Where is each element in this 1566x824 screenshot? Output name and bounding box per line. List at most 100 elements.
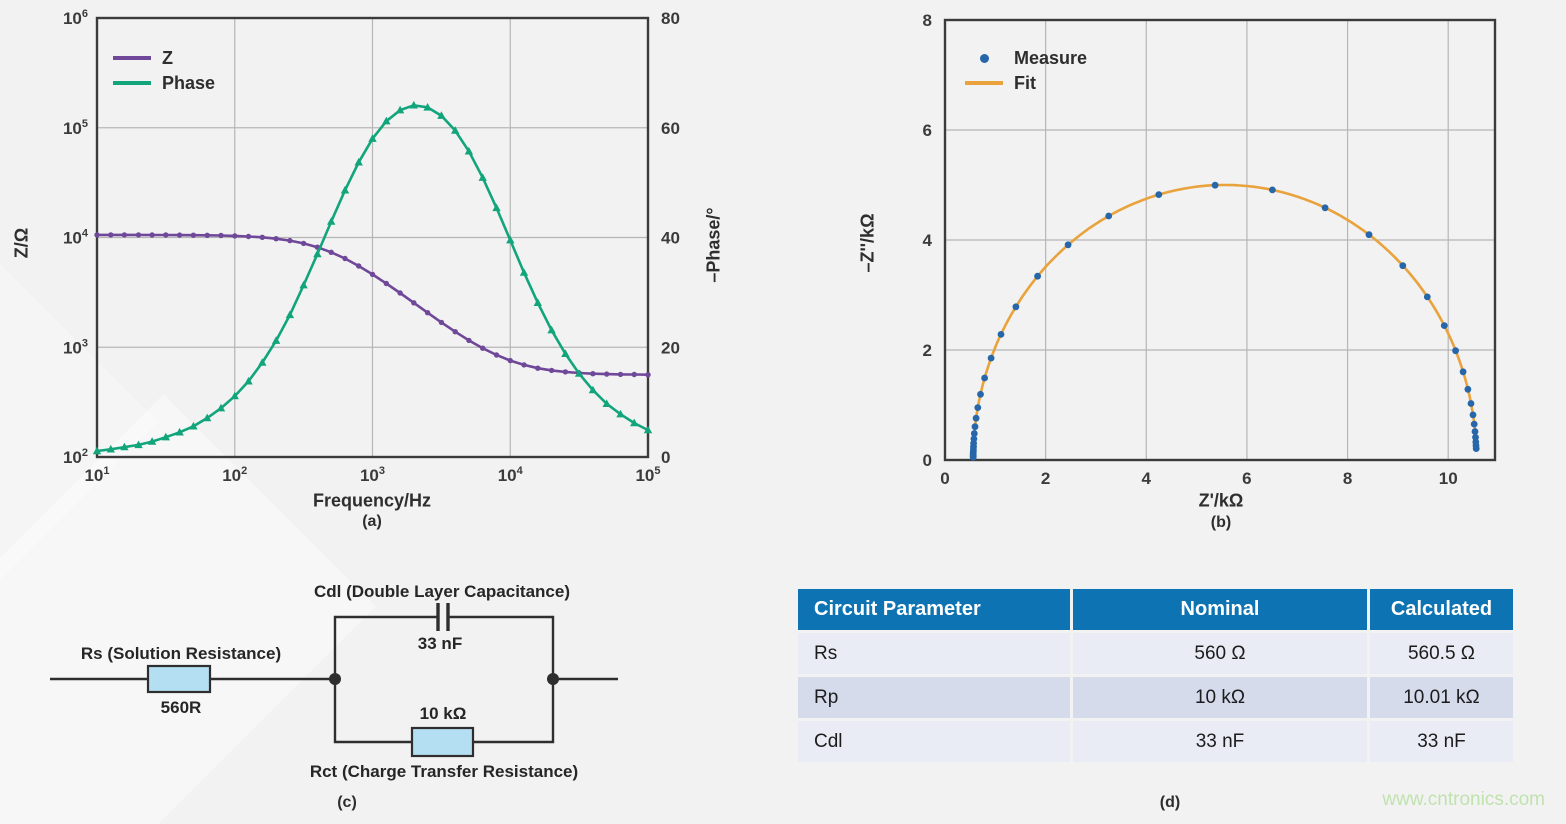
table-cell: 33 nF <box>1073 721 1367 762</box>
data-point-z <box>493 352 500 358</box>
fit-curve <box>971 183 1477 458</box>
tick-label: 105 <box>63 118 88 138</box>
measure-point <box>1471 428 1479 435</box>
capacitor-symbol <box>436 603 450 631</box>
data-point-phase <box>437 111 446 119</box>
phase-line-swatch <box>113 81 151 85</box>
data-point-z <box>631 371 637 378</box>
tick-label: 103 <box>360 465 385 485</box>
table-row: Rs 560 Ω 560.5 Ω <box>798 633 1513 674</box>
data-point-phase <box>216 403 226 412</box>
tick-label: 0 <box>661 448 670 467</box>
measure-point <box>974 404 982 411</box>
table-cell: 10.01 kΩ <box>1370 677 1513 718</box>
nyquist-legend-item-fit: Fit <box>965 72 1087 93</box>
measure-point <box>1459 368 1467 376</box>
data-point-phase <box>533 298 542 306</box>
tick-label: 6 <box>923 121 932 140</box>
table-cell: Cdl <box>798 721 1070 762</box>
parameter-table: Circuit Parameter Nominal Calculated Rs 560… <box>795 586 1516 765</box>
measure-point <box>1105 212 1113 220</box>
data-point-phase <box>423 103 432 111</box>
data-point-phase <box>478 173 487 181</box>
data-point-z <box>562 369 569 375</box>
measure-point <box>1211 181 1219 189</box>
data-point-phase <box>271 336 281 344</box>
tick-label: 101 <box>84 465 109 485</box>
tick-label: 60 <box>661 119 680 138</box>
table-row: Cdl 33 nF 33 nF <box>798 721 1513 762</box>
data-point-z <box>328 249 334 255</box>
table-cell: 10 kΩ <box>1073 677 1367 718</box>
data-point-phase <box>602 399 611 407</box>
data-point-phase <box>134 440 143 449</box>
data-point-phase <box>451 126 460 134</box>
bode-legend-item-phase: Phase <box>113 72 216 93</box>
nyquist-legend: Measure Fit <box>965 47 1088 93</box>
data-point-z <box>245 233 252 240</box>
measure-point <box>1470 420 1478 428</box>
tick-label: 102 <box>222 465 247 485</box>
table-header-cell: Nominal <box>1073 589 1367 630</box>
data-point-z <box>521 362 527 368</box>
data-point-phase <box>395 105 405 114</box>
data-point-z <box>108 232 114 238</box>
measure-point <box>1469 411 1477 419</box>
measure-point <box>1467 400 1475 407</box>
data-point-phase <box>120 442 129 451</box>
data-point-phase <box>409 100 418 109</box>
wire-top-branch <box>333 615 555 679</box>
table-header-cell: Calculated <box>1370 589 1513 630</box>
wire-bottom-branch <box>333 679 555 744</box>
data-point-phase <box>492 203 501 212</box>
data-point-phase <box>643 425 653 434</box>
data-point-z <box>383 280 389 287</box>
measure-point <box>969 454 977 461</box>
nyquist-x-label: Z'/kΩ <box>1198 490 1244 511</box>
data-point-z <box>507 357 513 364</box>
data-point-z <box>604 371 610 377</box>
data-point-phase <box>285 310 295 319</box>
tick-label: 8 <box>1343 469 1352 488</box>
data-point-z <box>94 232 100 238</box>
data-point-phase <box>258 358 267 366</box>
z-line-swatch <box>113 56 151 60</box>
data-point-phase <box>189 421 198 430</box>
tick-label: 106 <box>63 8 88 28</box>
tick-label: 6 <box>1242 469 1251 488</box>
circuit-caption: (c) <box>337 794 357 811</box>
bode-legend-label-phase: Phase <box>162 72 216 93</box>
data-point-z <box>287 237 293 244</box>
table-header-row: Circuit Parameter Nominal Calculated <box>798 589 1513 630</box>
rs-resistor-symbol <box>146 664 212 694</box>
rs-label: Rs (Solution Resistance) <box>81 644 281 663</box>
data-point-phase <box>464 146 474 155</box>
measure-point <box>1472 433 1479 441</box>
data-point-z <box>300 240 307 247</box>
nyquist-legend-label-fit: Fit <box>1014 72 1036 93</box>
bode-caption: (a) <box>362 513 382 530</box>
data-point-z <box>190 232 197 238</box>
table-body: Rs 560 Ω 560.5 Ω Rp 10 kΩ 10.01 kΩ Cdl 33 nF 33 … <box>798 633 1513 762</box>
nyquist-chart-svg: 0 2 4 6 8 10 0 2 4 6 8 <box>923 11 1497 488</box>
measure-point <box>981 374 988 382</box>
data-point-z <box>121 232 128 238</box>
data-point-z <box>438 319 445 326</box>
nyquist-legend-label-measure: Measure <box>1014 47 1088 68</box>
data-point-z <box>535 365 541 371</box>
table-head: Circuit Parameter Nominal Calculated <box>798 589 1513 630</box>
nyquist-caption: (b) <box>1210 514 1232 531</box>
cdl-label: Cdl (Double Layer Capacitance) <box>314 582 570 601</box>
data-point-phase <box>519 268 529 276</box>
measure-point <box>1155 191 1163 199</box>
tick-label: 80 <box>661 9 680 28</box>
data-point-phase <box>547 325 556 334</box>
bode-y-left-label: Z/Ω <box>11 227 32 259</box>
data-point-phase <box>574 369 584 377</box>
data-point-z <box>259 234 265 240</box>
table-cell: 33 nF <box>1370 721 1513 762</box>
data-point-phase <box>106 444 115 453</box>
data-point-phase <box>630 418 639 427</box>
tick-label: 4 <box>923 231 933 250</box>
data-point-phase <box>244 376 253 385</box>
